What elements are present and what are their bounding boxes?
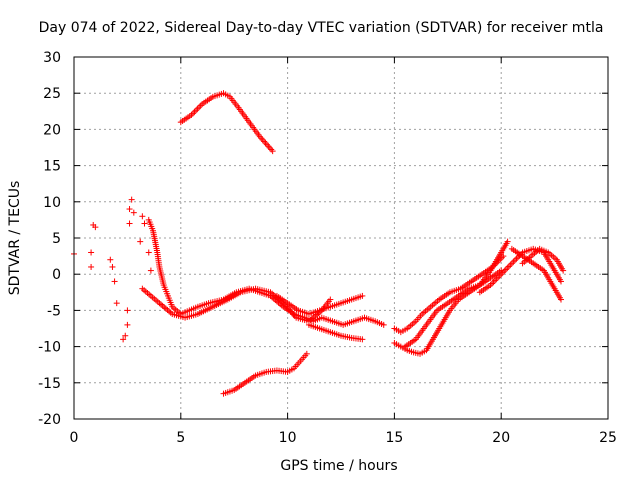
data-point [500, 253, 507, 260]
x-tick-label: 0 [70, 430, 79, 446]
data-point [303, 350, 310, 357]
x-tick-label: 25 [599, 430, 617, 446]
data-point-fill [510, 258, 517, 265]
data-point [109, 263, 116, 270]
data-point-fill [196, 104, 203, 111]
data-point-fill [191, 108, 198, 115]
data-point-fill [511, 257, 518, 264]
data-point [145, 249, 152, 256]
y-tick-label: -10 [38, 340, 61, 356]
data-point [359, 336, 366, 343]
data-point-fill [193, 107, 200, 114]
y-axis-label: SDTVAR / TECUs [7, 181, 23, 296]
data-point [88, 249, 95, 256]
x-tick-label: 10 [279, 430, 297, 446]
y-tick-label: 30 [43, 50, 61, 66]
data-point [327, 296, 334, 303]
data-point-fill [505, 263, 512, 270]
data-point [269, 148, 276, 155]
data-point [560, 267, 567, 274]
y-tick-label: 20 [43, 122, 61, 138]
data-point-fill [190, 110, 197, 117]
data-point [141, 220, 148, 227]
y-tick-label: 0 [52, 267, 61, 283]
data-point-fill [194, 105, 201, 112]
data-point-fill [490, 278, 497, 285]
data-point-fill [501, 268, 508, 275]
data-point [380, 321, 387, 328]
data-point [558, 296, 565, 303]
y-tick-label: 5 [52, 231, 61, 247]
data-point [128, 196, 135, 203]
data-point [504, 238, 511, 245]
y-tick-label: 15 [43, 159, 61, 175]
data-point [508, 260, 515, 267]
y-tick-label: -15 [38, 376, 61, 392]
data-point [558, 278, 565, 285]
data-point [92, 224, 99, 231]
ticks-layer: 0 5 10 15 20 25 -20 -15 -10 -5 0 5 10 15 20 25 30 [38, 50, 617, 446]
x-tick-label: 5 [176, 430, 185, 446]
data-point [111, 278, 118, 285]
data-point [130, 209, 137, 216]
data-point-fill [504, 264, 511, 271]
data-point [107, 256, 114, 263]
data-point [124, 307, 131, 314]
data-point-fill [197, 102, 204, 109]
data-point-fill [489, 280, 496, 287]
y-tick-label: -5 [47, 303, 61, 319]
data-point [137, 238, 144, 245]
data-point [139, 213, 146, 220]
data-point [124, 321, 131, 328]
data-point [126, 220, 133, 227]
data-point [120, 336, 127, 343]
data-point [122, 332, 129, 339]
data-point [113, 300, 120, 307]
points-layer [71, 90, 567, 397]
chart-title: Day 074 of 2022, Sidereal Day-to-day VTE… [39, 20, 604, 36]
data-point-fill [502, 266, 509, 273]
y-tick-label: 10 [43, 195, 61, 211]
data-point [147, 267, 154, 274]
data-point [126, 206, 133, 213]
y-tick-label: -20 [38, 412, 61, 428]
x-axis-label: GPS time / hours [280, 458, 397, 474]
y-tick-label: 25 [43, 86, 61, 102]
x-tick-label: 15 [385, 430, 403, 446]
x-tick-label: 20 [492, 430, 510, 446]
data-point [359, 292, 366, 299]
data-point-fill [507, 261, 514, 268]
data-point [88, 263, 95, 270]
grid-layer [74, 57, 608, 419]
